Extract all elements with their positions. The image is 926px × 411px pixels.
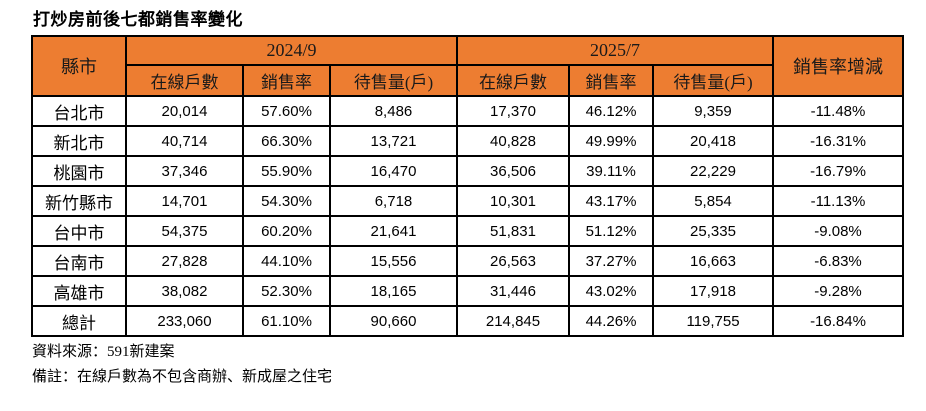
header-pending-2024-9: 待售量(戶) [329, 64, 458, 97]
table-row-tainan: 台南市 27,828 44.10% 15,556 26,563 37.27% 1… [31, 245, 904, 277]
value-cell: 15,556 [329, 245, 458, 277]
header-rate-2025-7: 銷售率 [568, 64, 654, 97]
value-cell: 16,470 [329, 155, 458, 187]
value-cell: 44.10% [242, 245, 331, 277]
value-cell: -11.48% [772, 95, 904, 127]
value-cell: 49.99% [568, 125, 654, 157]
value-cell: 17,370 [456, 95, 570, 127]
value-cell: 25,335 [652, 215, 774, 247]
city-cell: 總計 [31, 305, 127, 337]
table-row-newtaipei: 新北市 40,714 66.30% 13,721 40,828 49.99% 2… [31, 125, 904, 157]
city-cell: 台北市 [31, 95, 127, 127]
value-cell: 26,563 [456, 245, 570, 277]
table-row-hsinchu: 新竹縣市 14,701 54.30% 6,718 10,301 43.17% 5… [31, 185, 904, 217]
value-cell: 36,506 [456, 155, 570, 187]
header-pending-2025-7: 待售量(戶) [652, 64, 774, 97]
value-cell: 10,301 [456, 185, 570, 217]
value-cell: 40,828 [456, 125, 570, 157]
value-cell: 57.60% [242, 95, 331, 127]
city-cell: 新竹縣市 [31, 185, 127, 217]
value-cell: -9.08% [772, 215, 904, 247]
value-cell: 13,721 [329, 125, 458, 157]
table-row-kaohsiung: 高雄市 38,082 52.30% 18,165 31,446 43.02% 1… [31, 275, 904, 307]
page-title: 打炒房前後七都銷售率變化 [33, 10, 243, 29]
value-cell: 20,014 [125, 95, 244, 127]
remark-note: 備註：在線戶數為不包含商辦、新成屋之住宅 [32, 369, 333, 385]
value-cell: 27,828 [125, 245, 244, 277]
value-cell: 55.90% [242, 155, 331, 187]
header-group-row: 縣市 2024/9 2025/7 銷售率增減 [31, 35, 904, 97]
value-cell: 37.27% [568, 245, 654, 277]
value-cell: 214,845 [456, 305, 570, 337]
value-cell: 5,854 [652, 185, 774, 217]
value-cell: 51,831 [456, 215, 570, 247]
value-cell: 60.20% [242, 215, 331, 247]
header-group-2024-9: 2024/9 [125, 35, 458, 66]
source-note: 資料來源：591新建案 [32, 344, 175, 360]
value-cell: 66.30% [242, 125, 331, 157]
header-rate-2024-9: 銷售率 [242, 64, 331, 97]
value-cell: 90,660 [329, 305, 458, 337]
value-cell: 20,418 [652, 125, 774, 157]
value-cell: 8,486 [329, 95, 458, 127]
value-cell: 38,082 [125, 275, 244, 307]
value-cell: 233,060 [125, 305, 244, 337]
value-cell: 54.30% [242, 185, 331, 217]
value-cell: -16.31% [772, 125, 904, 157]
value-cell: 37,346 [125, 155, 244, 187]
value-cell: 21,641 [329, 215, 458, 247]
header-online-2024-9: 在線戶數 [125, 64, 244, 97]
value-cell: -11.13% [772, 185, 904, 217]
header-online-2025-7: 在線戶數 [456, 64, 570, 97]
value-cell: -6.83% [772, 245, 904, 277]
value-cell: 43.02% [568, 275, 654, 307]
value-cell: 46.12% [568, 95, 654, 127]
table-row-taoyuan: 桃園市 37,346 55.90% 16,470 36,506 39.11% 2… [31, 155, 904, 187]
city-cell: 台中市 [31, 215, 127, 247]
value-cell: 6,718 [329, 185, 458, 217]
value-cell: 22,229 [652, 155, 774, 187]
value-cell: 51.12% [568, 215, 654, 247]
city-cell: 台南市 [31, 245, 127, 277]
sales-rate-table: 縣市 2024/9 2025/7 銷售率增減 在線戶數 銷售率 待售量(戶) 在… [31, 35, 904, 337]
value-cell: 17,918 [652, 275, 774, 307]
city-cell: 高雄市 [31, 275, 127, 307]
header-rate-change: 銷售率增減 [772, 35, 904, 97]
header-group-2025-7: 2025/7 [456, 35, 774, 66]
table-row-taipei: 台北市 20,014 57.60% 8,486 17,370 46.12% 9,… [31, 95, 904, 127]
value-cell: 39.11% [568, 155, 654, 187]
value-cell: 14,701 [125, 185, 244, 217]
value-cell: -16.79% [772, 155, 904, 187]
value-cell: -9.28% [772, 275, 904, 307]
value-cell: 40,714 [125, 125, 244, 157]
value-cell: 119,755 [652, 305, 774, 337]
footnotes: 資料來源：591新建案 備註：在線戶數為不包含商辦、新成屋之住宅 [32, 340, 926, 390]
value-cell: 18,165 [329, 275, 458, 307]
value-cell: 54,375 [125, 215, 244, 247]
table-row-taichung: 台中市 54,375 60.20% 21,641 51,831 51.12% 2… [31, 215, 904, 247]
value-cell: 9,359 [652, 95, 774, 127]
value-cell: 52.30% [242, 275, 331, 307]
city-cell: 新北市 [31, 125, 127, 157]
table-row-total: 總計 233,060 61.10% 90,660 214,845 44.26% … [31, 305, 904, 337]
value-cell: 44.26% [568, 305, 654, 337]
value-cell: -16.84% [772, 305, 904, 337]
value-cell: 16,663 [652, 245, 774, 277]
city-cell: 桃園市 [31, 155, 127, 187]
header-city: 縣市 [31, 35, 127, 97]
value-cell: 43.17% [568, 185, 654, 217]
header-sub-row: 在線戶數 銷售率 待售量(戶) 在線戶數 銷售率 待售量(戶) [32, 64, 903, 97]
value-cell: 61.10% [242, 305, 331, 337]
value-cell: 31,446 [456, 275, 570, 307]
